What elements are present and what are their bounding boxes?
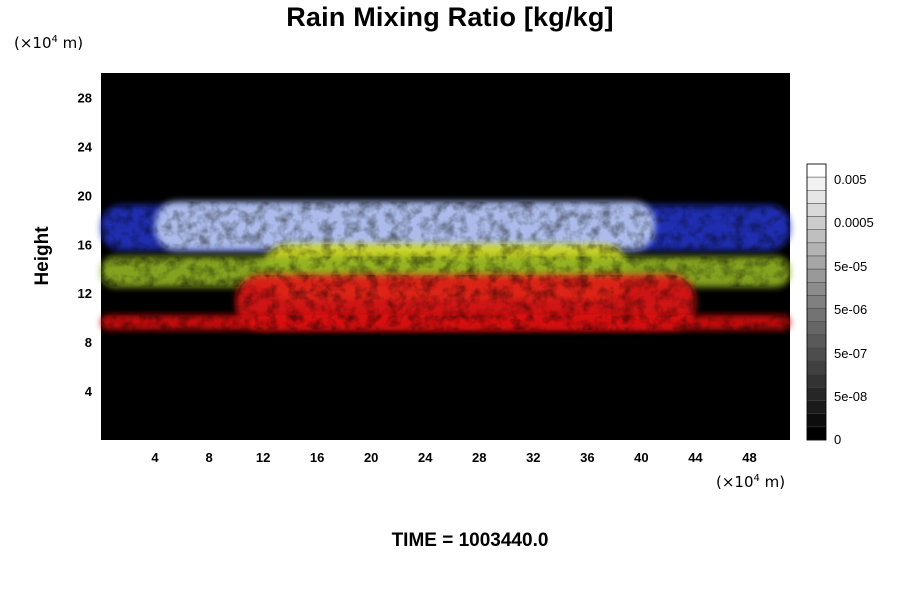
x-tick-label: 24 — [418, 450, 433, 465]
colorbar-segment — [806, 163, 827, 178]
colorbar-segment — [806, 334, 827, 349]
time-label: TIME = 1003440.0 — [391, 530, 549, 551]
colorbar-segment — [806, 295, 827, 309]
colorbar-label: 5e-06 — [834, 302, 867, 317]
colorbar-segment — [806, 374, 827, 388]
colorbar-segment — [806, 426, 827, 441]
colorbar-segment — [806, 400, 827, 414]
rain-layers — [101, 201, 790, 330]
y-tick-label: 24 — [78, 139, 93, 154]
layer-lower-thin — [101, 315, 790, 330]
x-tick-label: 32 — [526, 450, 540, 465]
y-tick-label: 12 — [78, 286, 92, 301]
colorbar: 0.005 0.0005 5e-05 5e-06 5e-07 5e-08 0 — [806, 163, 874, 447]
colorbar-segment — [806, 255, 827, 270]
y-tick-label: 20 — [78, 188, 92, 203]
x-tick-label: 28 — [472, 450, 486, 465]
x-tick-label: 12 — [256, 450, 270, 465]
colorbar-segment — [806, 308, 827, 322]
x-axis-ticks: 4 8 12 16 20 24 28 32 36 40 44 48 — [151, 450, 756, 465]
colorbar-segment — [806, 347, 827, 362]
y-axis-unit: (×104 m) — [14, 34, 84, 52]
colorbar-label: 0.0005 — [834, 215, 874, 230]
colorbar-segment — [806, 413, 827, 428]
x-tick-label: 36 — [580, 450, 594, 465]
x-tick-label: 4 — [151, 450, 159, 465]
y-tick-label: 4 — [85, 384, 93, 399]
colorbar-label: 5e-08 — [834, 389, 867, 404]
colorbar-label: 0 — [834, 432, 841, 447]
colorbar-segment — [806, 360, 827, 375]
y-axis-ticks: 4 8 12 16 20 24 28 — [78, 90, 93, 399]
x-axis-unit: (×104 m) — [716, 473, 786, 491]
x-tick-label: 48 — [742, 450, 756, 465]
y-tick-label: 16 — [78, 237, 92, 252]
colorbar-label: 5e-05 — [834, 259, 867, 274]
x-tick-label: 44 — [688, 450, 703, 465]
colorbar-segment — [806, 176, 827, 191]
colorbar-segment — [806, 268, 827, 283]
colorbar-segment — [806, 282, 827, 296]
x-tick-label: 20 — [364, 450, 378, 465]
y-tick-label: 8 — [85, 335, 92, 350]
layer-upper-layer — [155, 201, 655, 251]
colorbar-segment — [806, 203, 827, 217]
colorbar-segment — [806, 242, 827, 257]
colorbar-segment — [806, 216, 827, 230]
x-tick-label: 16 — [310, 450, 324, 465]
colorbar-segment — [806, 229, 827, 244]
colorbar-segment — [806, 387, 827, 401]
x-tick-label: 8 — [205, 450, 212, 465]
x-tick-label: 40 — [634, 450, 648, 465]
y-tick-label: 28 — [78, 90, 92, 105]
colorbar-segment — [806, 321, 827, 336]
chart-title: Rain Mixing Ratio [kg/kg] — [286, 2, 614, 32]
colorbar-segment — [806, 190, 827, 204]
colorbar-label: 5e-07 — [834, 346, 867, 361]
colorbar-label: 0.005 — [834, 172, 867, 187]
